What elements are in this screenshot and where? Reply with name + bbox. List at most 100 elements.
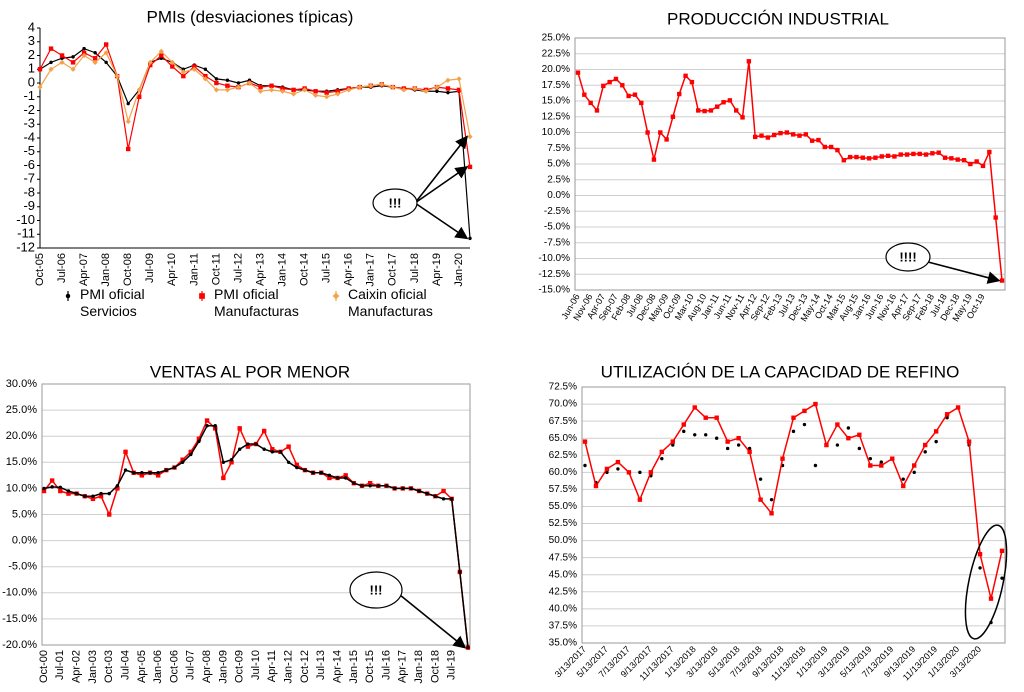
data-point [90,496,96,502]
data-point [37,67,43,72]
data-point [594,108,600,113]
y-tick-label: 25.0% [542,33,570,44]
x-tick-label: Apr-11 [266,650,278,682]
series-line [43,425,469,648]
data-point [246,80,253,86]
data-point [582,92,587,97]
data-point [125,118,131,125]
x-tick-label: Oct-12 [299,650,311,683]
x-tick-label: Oct-09 [234,650,246,683]
legend-symbol [199,293,205,299]
data-point [890,456,895,461]
data-point [103,50,109,56]
data-point [934,439,938,444]
x-tick-label: Oct-03 [103,650,115,683]
data-point [74,491,79,496]
data-point [245,444,251,449]
data-point [791,415,796,420]
data-point [725,439,730,444]
data-point [115,484,120,488]
data-point [224,87,231,93]
data-point [736,443,741,447]
data-point [270,447,275,452]
data-point [368,83,374,89]
x-tick-label: Jul-16 [380,650,392,680]
data-point [91,494,95,498]
data-point [434,84,440,90]
data-point [392,486,397,491]
y-tick-label: 2 [28,47,35,62]
data-point [50,485,54,489]
data-point [390,84,396,90]
x-tick-label: Jan-11 [188,253,200,286]
x-tick-label: Jul-07 [185,650,197,680]
data-point [898,152,903,157]
data-point [769,511,774,516]
x-tick-label: Oct-06 [168,650,180,683]
data-point [327,475,332,481]
data-point [727,98,733,103]
data-point [42,486,46,491]
data-point [659,449,665,455]
annotation-text: !!!! [899,249,916,264]
data-point [311,471,315,475]
y-tick-label: -9 [23,198,35,213]
data-point [677,91,682,97]
data-point [759,133,764,138]
y-tick-label: -7.5% [544,237,570,248]
y-tick-label: 72.5% [549,382,577,393]
data-point [588,100,593,106]
data-point [235,84,242,90]
x-tick-label: Jul-01 [54,650,66,680]
data-point [360,484,364,488]
data-point [114,73,120,79]
y-tick-label: 7.5% [547,143,570,154]
data-point [204,418,210,423]
data-point [191,66,197,72]
x-tick-label: Oct-00 [38,650,50,683]
data-point [835,147,840,153]
data-point [601,83,606,89]
data-point [847,154,853,160]
data-point [857,432,862,437]
data-point [615,459,621,465]
data-point [616,467,620,471]
y-tick-label: 4 [28,19,35,34]
y-tick-label: -10.0% [538,253,570,264]
data-point [335,89,340,94]
y-tick-label: 20.0% [542,64,570,75]
data-point [758,497,763,502]
data-point [873,155,878,160]
data-point [854,154,859,160]
data-point [638,470,642,475]
data-point [658,130,663,135]
data-point [966,439,972,444]
data-point [237,426,242,431]
data-point [648,470,654,475]
data-point [221,475,226,481]
y-tick-label: 45.0% [549,569,577,580]
data-point [725,446,730,451]
data-point [664,137,669,142]
data-point [180,460,185,464]
y-tick-label: -5.0% [8,561,37,573]
data-point [158,48,164,54]
data-point [278,450,283,454]
y-tick-label: -3 [23,116,35,131]
data-point [148,62,153,68]
data-point [103,42,109,47]
data-point [993,215,998,220]
data-point [59,53,65,58]
data-point [48,46,54,51]
data-point [714,415,719,420]
x-tick-label: Oct-05 [34,253,46,286]
x-tick-label: Jul-04 [119,650,131,680]
y-tick-label: 5.0% [547,159,570,170]
y-tick-label: 62.5% [549,450,577,461]
data-point [294,462,299,468]
data-point [379,81,385,87]
legend-item: PMI oficial Manufacturas [196,286,308,320]
x-tick-label: Jul-13 [315,650,327,680]
data-point [752,134,758,140]
x-tick-label: Jan-18 [413,650,425,684]
